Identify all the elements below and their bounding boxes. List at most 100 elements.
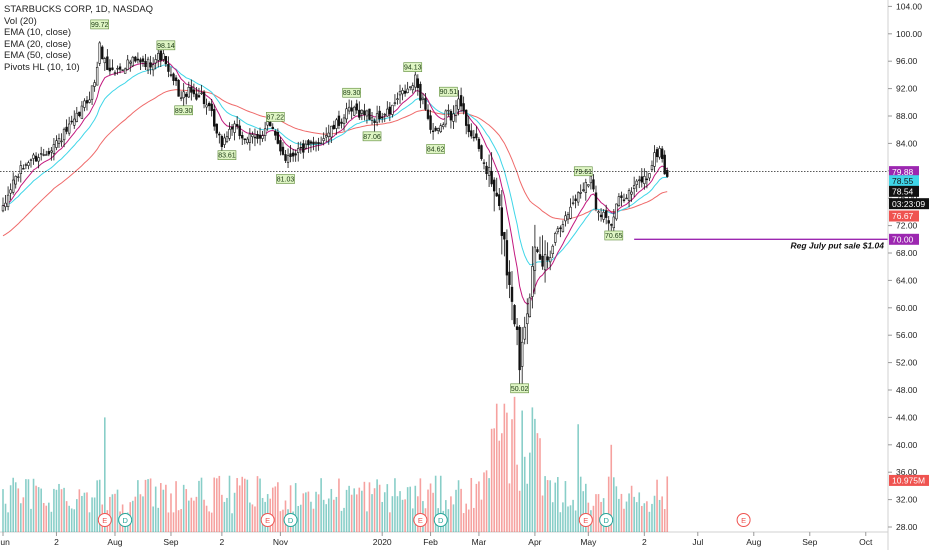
candle-body	[101, 46, 104, 60]
candle-body	[363, 110, 366, 115]
volume-bar	[322, 499, 325, 532]
volume-bar	[243, 478, 246, 532]
candle-body	[60, 140, 63, 143]
candle-body	[146, 58, 150, 71]
candle-body	[144, 61, 147, 67]
event-marker-label: E	[741, 516, 746, 525]
candle-body	[284, 154, 287, 161]
volume-bar	[452, 504, 455, 532]
volume-bar	[330, 488, 333, 532]
dividend-event-marker[interactable]	[118, 513, 133, 527]
volume-bar	[167, 512, 170, 532]
candle-body	[325, 135, 328, 138]
candle-body	[241, 135, 244, 139]
volume-bar	[195, 496, 198, 532]
candle-body	[314, 142, 318, 144]
volume-bar	[640, 505, 643, 532]
volume-bar	[256, 476, 259, 532]
candle-body	[358, 109, 361, 118]
candle-body	[370, 117, 374, 121]
y-tick-label: 92.00	[896, 84, 918, 94]
candle-body	[505, 240, 509, 276]
candle-body	[508, 271, 511, 285]
candle-body	[518, 326, 521, 371]
candle-body	[388, 106, 392, 115]
candle-body	[431, 130, 435, 133]
earnings-event-marker[interactable]	[260, 513, 275, 527]
candle-body	[666, 170, 669, 177]
dividend-event-marker[interactable]	[433, 513, 448, 527]
candle-body	[347, 106, 351, 112]
earnings-event-marker[interactable]	[97, 513, 112, 527]
candle-body	[253, 136, 257, 139]
volume-bar	[131, 500, 134, 532]
candle-body	[210, 103, 213, 111]
candle-body	[70, 120, 73, 123]
candle-body	[584, 182, 588, 193]
candle-body	[650, 165, 654, 170]
earnings-event-marker[interactable]	[413, 513, 428, 527]
event-marker-label: E	[265, 516, 270, 525]
x-tick-label: Apr	[528, 537, 541, 547]
volume-bar	[83, 492, 86, 532]
volume-bar	[241, 476, 244, 532]
volume-bar	[50, 511, 53, 532]
candle-body	[515, 326, 519, 330]
y-tick-label: 64.00	[896, 275, 918, 285]
volume-bar	[96, 480, 98, 532]
earnings-event-marker[interactable]	[736, 513, 751, 527]
pivot-low-label: 50.02	[511, 386, 529, 393]
candle-body	[248, 133, 252, 143]
volume-bar	[610, 444, 613, 532]
volume-bar	[40, 488, 42, 532]
candle-body	[235, 124, 239, 127]
volume-bar	[76, 499, 78, 532]
candle-body	[653, 152, 656, 167]
candle-body	[602, 211, 605, 220]
volume-bar	[165, 484, 167, 532]
candle-body	[561, 224, 565, 232]
candle-body	[482, 162, 486, 164]
volume-bar	[389, 512, 391, 532]
candle-body	[464, 109, 468, 126]
candle-body	[108, 67, 112, 72]
price-tag-label: 78.55	[892, 176, 914, 186]
legend-vol: Vol (20)	[4, 15, 37, 27]
pivot-label-box	[604, 230, 624, 241]
y-tick-label: 68.00	[896, 248, 918, 258]
candle-body	[523, 326, 526, 340]
candle-body	[526, 313, 529, 325]
volume-bar	[480, 499, 483, 532]
volume-bar	[656, 479, 658, 532]
volume-bar	[506, 412, 508, 532]
volume-bar	[325, 504, 328, 532]
candle-body	[640, 176, 643, 183]
volume-bar	[231, 513, 233, 532]
dividend-event-marker[interactable]	[283, 513, 298, 527]
candle-body	[429, 115, 432, 130]
volume-bar	[9, 485, 12, 532]
volume-bar	[381, 501, 384, 532]
x-axis[interactable]: Jun 2 Aug Sep 2 Nov 2020 Feb Mar Apr May 2 Jul Aug Sep…	[0, 532, 873, 547]
candle-body	[182, 91, 185, 99]
volume-bar	[401, 499, 404, 532]
candle-body	[47, 151, 51, 155]
volume-bar	[111, 494, 114, 532]
volume-bar	[182, 484, 185, 532]
volume-bar	[447, 509, 450, 532]
earnings-event-marker[interactable]	[578, 513, 593, 527]
volume-bar	[434, 475, 437, 532]
volume-bar	[628, 493, 630, 532]
candle-body	[80, 105, 84, 119]
candle-body	[398, 91, 402, 96]
candle-body	[449, 111, 453, 121]
volume-bar	[149, 478, 152, 532]
y-tick-label: 52.00	[896, 358, 918, 368]
candle-body	[330, 125, 333, 138]
volume-bar	[536, 433, 539, 532]
dividend-event-marker[interactable]	[599, 513, 614, 527]
event-marker-label: D	[122, 516, 128, 525]
volume-bar	[574, 510, 577, 532]
